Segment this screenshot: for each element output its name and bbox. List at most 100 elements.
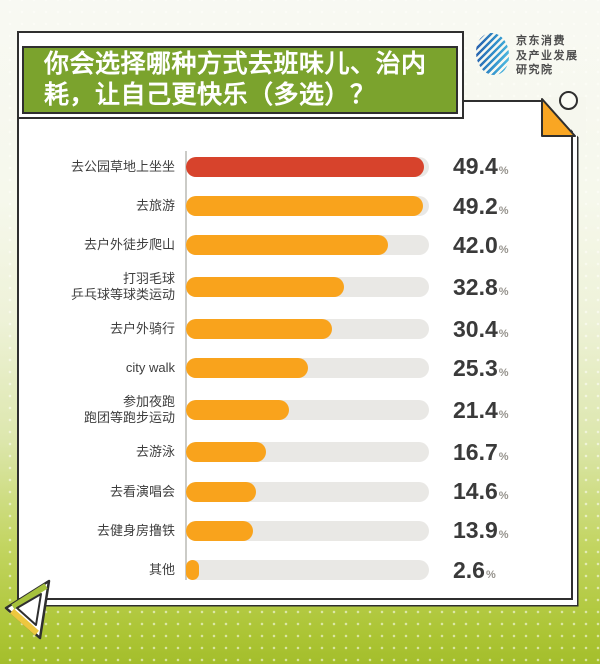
percent-sign: % (498, 408, 509, 421)
chart-row: city walk 25.3% (29, 355, 549, 382)
bar-fill (186, 196, 423, 217)
value-label: 49.2% (429, 193, 549, 220)
value-number: 2.6 (453, 556, 485, 583)
bar-track (186, 442, 429, 463)
bar-zone (186, 400, 429, 421)
value-number: 21.4 (453, 396, 498, 423)
value-label: 16.7% (429, 439, 549, 466)
category-label: 打羽毛球 乒乓球等球类运动 (70, 271, 175, 303)
logo-text: 京东消费 及产业发展 研究院 (516, 33, 579, 78)
chart-row: 去健身房撸铁 13.9% (29, 517, 549, 544)
value-number: 25.3 (453, 354, 498, 381)
chart-row: 去公园草地上坐坐 49.4% (29, 153, 549, 180)
category-label: city walk (125, 360, 175, 376)
value-number: 49.4 (453, 153, 498, 180)
title-line-2: 耗，让自己更快乐（多选）？ (44, 81, 376, 109)
bar-fill (186, 400, 289, 421)
bar-zone (186, 442, 429, 463)
bar-zone (186, 277, 429, 298)
value-label: 32.8% (429, 274, 549, 301)
category-label: 去旅游 (135, 198, 175, 214)
bar-fill (186, 277, 344, 298)
percent-sign: % (498, 529, 509, 542)
bar-track (186, 156, 429, 177)
bar-zone (186, 481, 429, 502)
bar-zone (186, 319, 429, 340)
logo-text-line-1: 京东消费 (516, 35, 566, 47)
category-label: 参加夜跑 跑团等跑步运动 (83, 394, 175, 426)
value-label: 49.4% (429, 153, 549, 180)
bar-fill (186, 560, 199, 581)
value-label: 25.3% (429, 355, 549, 382)
percent-sign: % (498, 490, 509, 503)
chart-row: 其他 2.6% (29, 557, 549, 584)
value-label: 2.6% (429, 557, 549, 584)
value-label: 13.9% (429, 517, 549, 544)
value-number: 42.0 (453, 231, 498, 258)
category-label: 其他 (148, 562, 175, 578)
value-number: 30.4 (453, 315, 498, 342)
category-label: 去游泳 (135, 444, 175, 460)
chart-row: 去游泳 16.7% (29, 439, 549, 466)
bar-track (186, 481, 429, 502)
percent-sign: % (498, 243, 509, 256)
value-label: 42.0% (429, 232, 549, 259)
bar-track (186, 358, 429, 379)
bar-track (186, 277, 429, 298)
percent-sign: % (498, 285, 509, 298)
bar-fill (186, 520, 253, 541)
circle-decoration (559, 91, 578, 110)
chart-card: 去公园草地上坐坐 49.4% 去旅游 49.2% 去户外徒步爬山 42.0% 打羽毛球 乒乓… (17, 100, 573, 600)
percent-sign: % (498, 450, 509, 463)
triangle-decoration-icon (4, 579, 51, 640)
percent-sign: % (485, 568, 496, 581)
chart-rows: 去公园草地上坐坐 49.4% 去旅游 49.2% 去户外徒步爬山 42.0% 打羽毛球 乒乓… (29, 147, 549, 590)
bar-fill (186, 156, 424, 177)
value-number: 14.6 (453, 478, 498, 505)
question-title: 你会选择哪种方式去班味儿、治内 耗，让自己更快乐（多选）？ (22, 46, 458, 114)
bar-track (186, 235, 429, 256)
percent-sign: % (498, 204, 509, 217)
logo-text-line-2: 及产业发展 (516, 49, 579, 62)
chart-row: 去旅游 49.2% (29, 193, 549, 220)
bar-zone (186, 156, 429, 177)
chart-row: 去户外徒步爬山 42.0% (29, 232, 549, 259)
logo-text-line-3: 研究院 (516, 64, 554, 76)
bar-track (186, 319, 429, 340)
bar-fill (186, 319, 333, 340)
bar-chart: 去公园草地上坐坐 49.4% 去旅游 49.2% 去户外徒步爬山 42.0% 打羽毛球 乒乓… (29, 147, 549, 590)
title-line-1: 你会选择哪种方式去班味儿、治内 (44, 50, 427, 78)
folded-corner-icon (541, 98, 576, 137)
category-label: 去健身房撸铁 (96, 522, 175, 538)
value-label: 21.4% (429, 397, 549, 424)
category-label: 去户外骑行 (109, 321, 175, 337)
bar-zone (186, 358, 429, 379)
percent-sign: % (498, 165, 509, 178)
bar-track (186, 520, 429, 541)
bar-zone (186, 235, 429, 256)
value-label: 30.4% (429, 316, 549, 343)
jd-research-logo: 京东消费 及产业发展 研究院 (476, 33, 579, 78)
bar-zone (186, 520, 429, 541)
bar-fill (186, 442, 267, 463)
bar-fill (186, 358, 308, 379)
category-label: 去户外徒步爬山 (83, 237, 175, 253)
logo-mark-icon (476, 33, 509, 75)
value-number: 16.7 (453, 438, 498, 465)
percent-sign: % (498, 327, 509, 340)
value-number: 13.9 (453, 517, 498, 544)
chart-row: 去看演唱会 14.6% (29, 478, 549, 505)
title-card: 你会选择哪种方式去班味儿、治内 耗，让自己更快乐（多选）？ (17, 31, 464, 119)
category-label: 去公园草地上坐坐 (70, 158, 175, 174)
value-label: 14.6% (429, 478, 549, 505)
bar-fill (186, 481, 257, 502)
chart-row: 参加夜跑 跑团等跑步运动 21.4% (29, 394, 549, 426)
bar-zone (186, 560, 429, 581)
bar-track (186, 400, 429, 421)
percent-sign: % (498, 366, 509, 379)
category-label: 去看演唱会 (109, 483, 175, 499)
value-number: 49.2 (453, 192, 498, 219)
value-number: 32.8 (453, 273, 498, 300)
bar-track (186, 560, 429, 581)
